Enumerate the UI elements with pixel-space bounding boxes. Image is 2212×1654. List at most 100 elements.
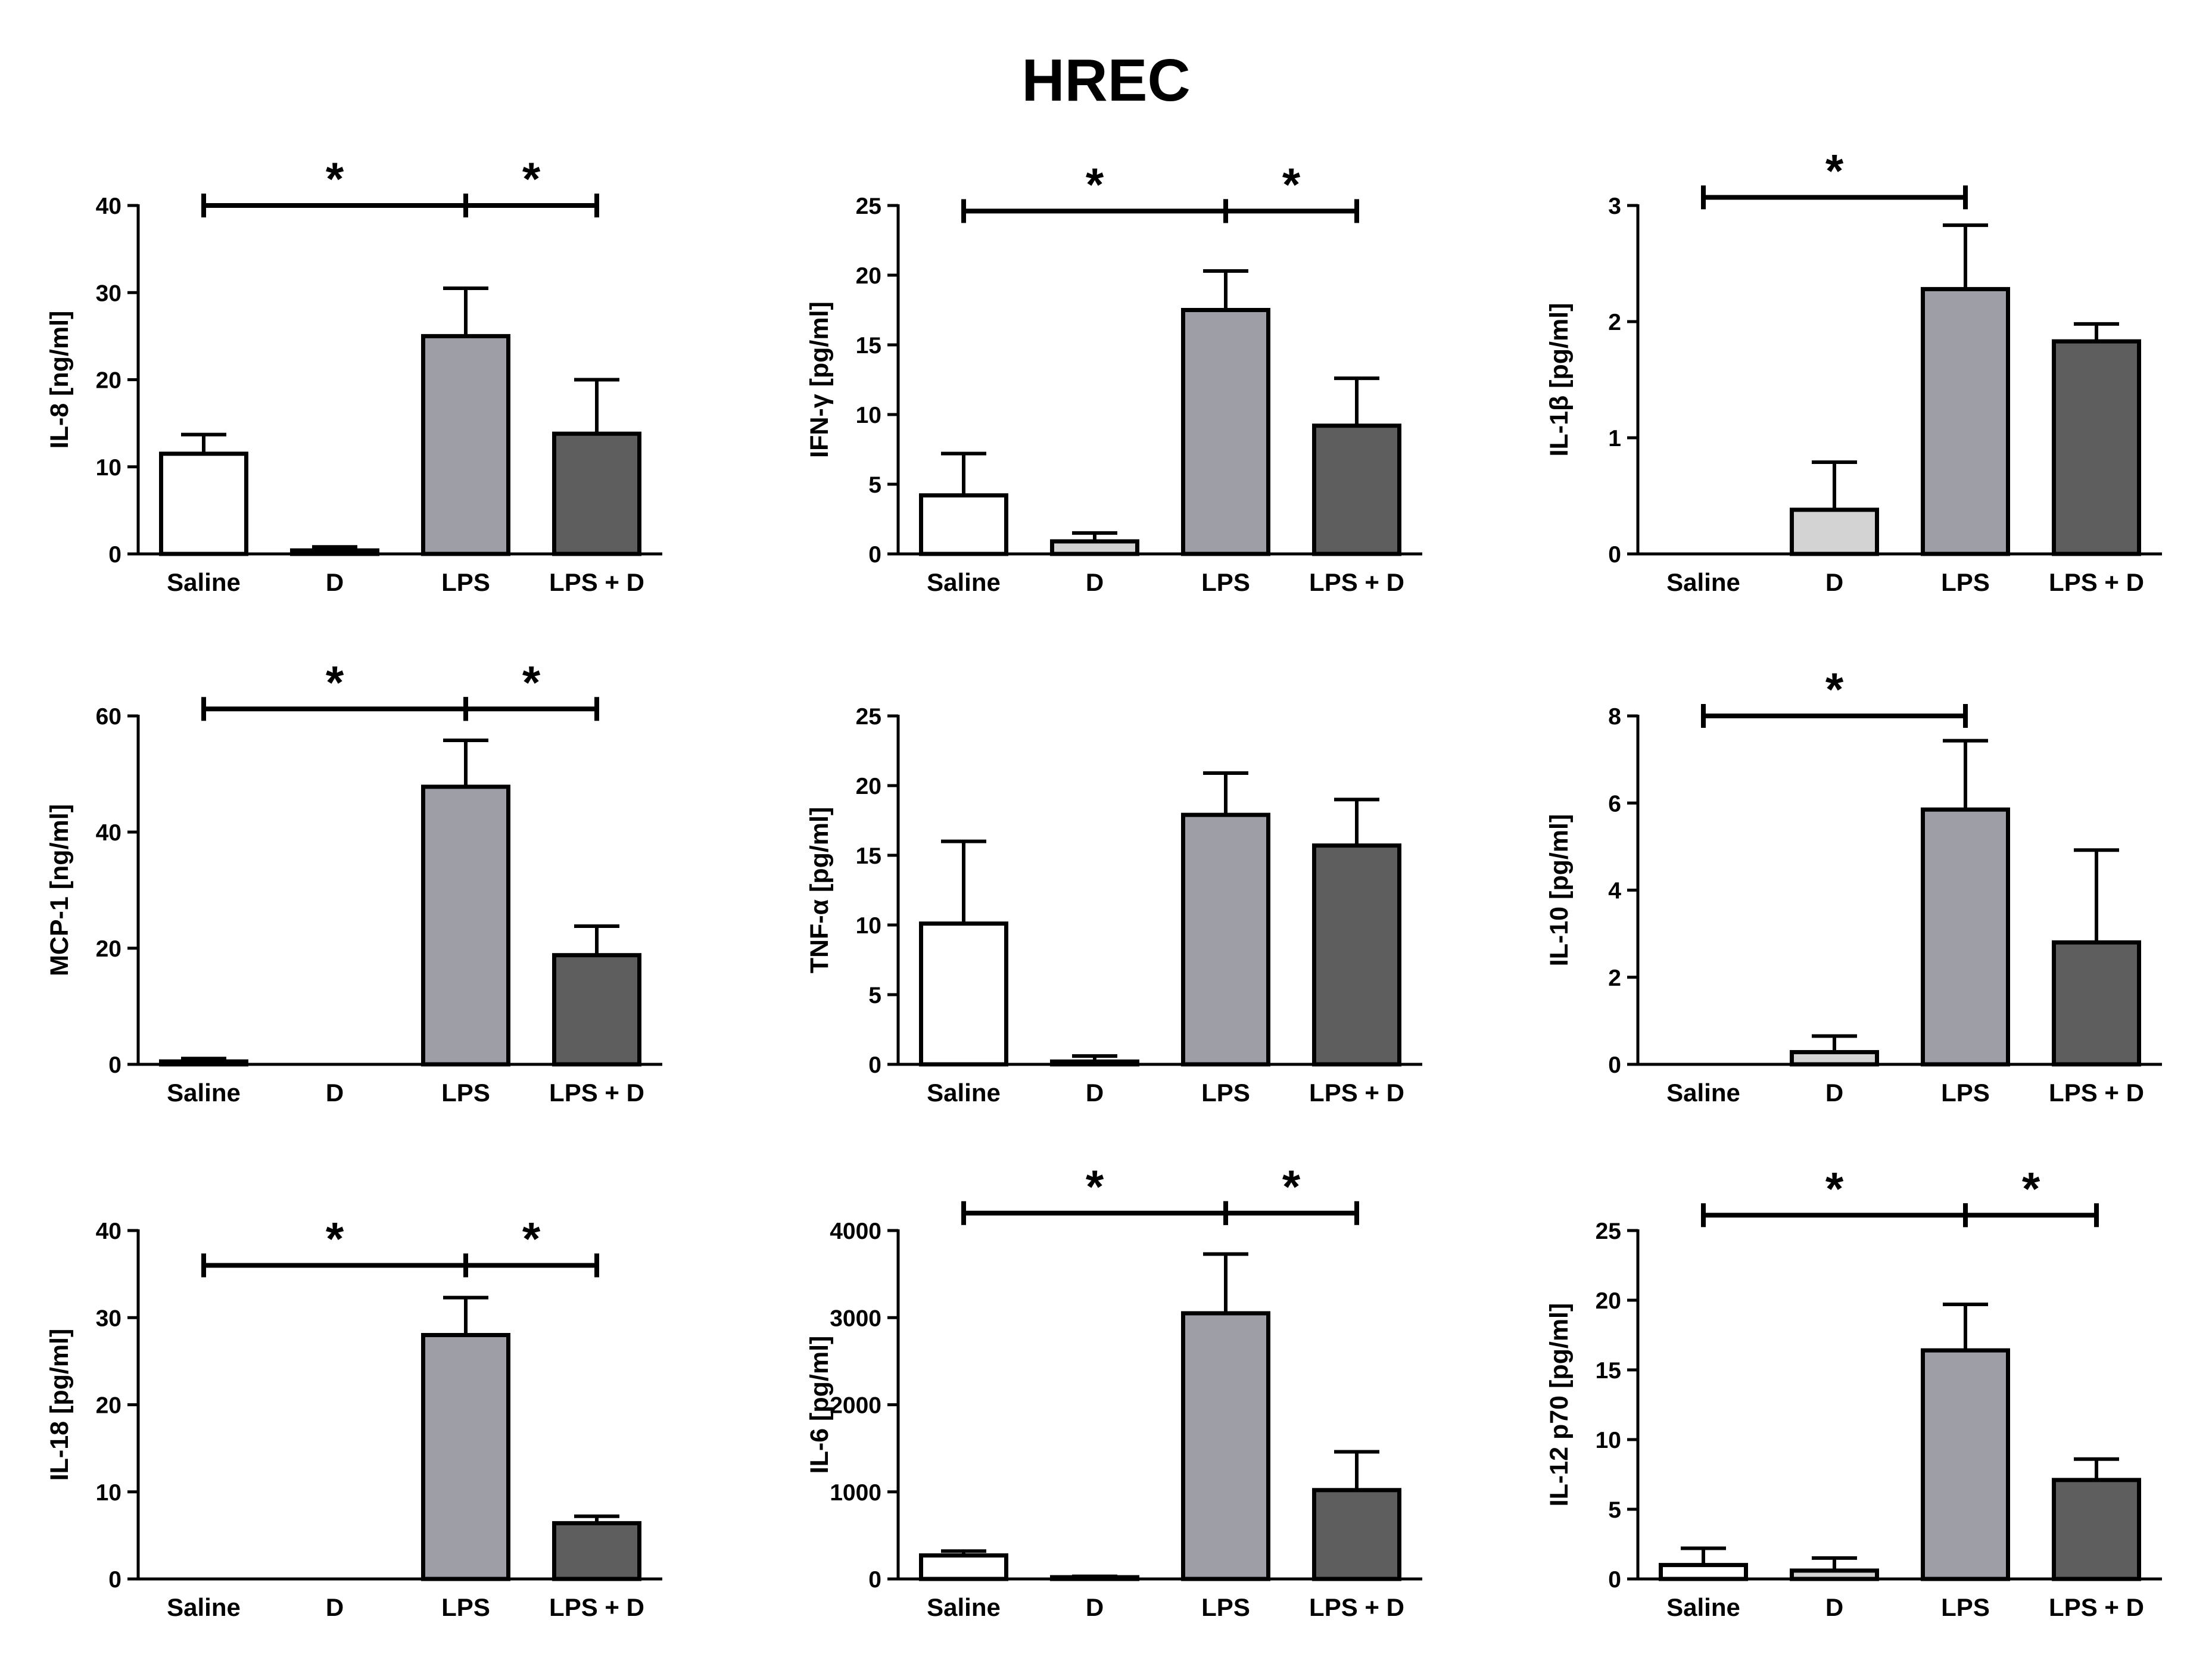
category-label-3: LPS	[1941, 1593, 1990, 1621]
category-label-2: D	[1086, 1593, 1104, 1621]
category-label-4: LPS + D	[1309, 1079, 1404, 1107]
category-label-1: Saline	[167, 1079, 241, 1107]
y-tick-label-1: 0	[108, 1567, 121, 1593]
category-label-2: D	[326, 568, 344, 596]
category-label-4: LPS + D	[1309, 568, 1404, 596]
category-label-2: D	[326, 1593, 344, 1621]
category-label-3: LPS	[441, 1079, 490, 1107]
y-tick-label-3: 20	[96, 368, 121, 394]
bar-3	[421, 334, 510, 556]
category-label-2: D	[1825, 568, 1843, 596]
bar-3	[1921, 1348, 2010, 1581]
category-label-3: LPS	[441, 1593, 490, 1621]
y-tick-label-1: 0	[868, 1567, 881, 1593]
y-tick-label-6: 25	[856, 704, 881, 730]
significance-star-2: *	[522, 1213, 541, 1265]
category-label-3: LPS	[1941, 1079, 1990, 1107]
panel-8: Saline D LPS LPS + D 0 1000 2000 3000 4000 IL-6 […	[805, 1160, 1422, 1621]
y-tick-label-2: 10	[96, 1480, 121, 1506]
y-tick-label-2: 10	[96, 455, 121, 481]
significance-star-1: *	[1825, 1162, 1844, 1214]
category-label-1: Saline	[1666, 1593, 1740, 1621]
y-axis-title: IL-10 [pg/ml]	[1545, 814, 1574, 967]
bar-1	[159, 451, 248, 556]
bar-3	[1181, 1311, 1270, 1581]
panel-7: Saline D LPS LPS + D 0 10 20 30 40 IL-18 [pg/ml] *…	[45, 1213, 662, 1621]
significance-star-2: *	[1282, 158, 1301, 210]
category-label-2: D	[1825, 1593, 1843, 1621]
category-label-1: Saline	[1666, 1079, 1740, 1107]
bar-3	[1181, 308, 1270, 556]
category-label-3: LPS	[1941, 568, 1990, 596]
significance-star-1: *	[1825, 144, 1844, 197]
significance-star-2: *	[522, 152, 541, 205]
bar-1	[1659, 1563, 1748, 1581]
y-tick-label-1: 0	[108, 1052, 121, 1078]
category-label-4: LPS + D	[2049, 568, 2144, 596]
y-tick-label-4: 3	[1608, 194, 1621, 219]
y-tick-label-1: 0	[1608, 1567, 1621, 1593]
y-tick-label-1: 0	[868, 1052, 881, 1078]
panel-3: Saline D LPS LPS + D 0 1 2 3 IL-1β [pg/ml] *	[1545, 144, 2162, 596]
category-label-3: LPS	[1201, 1593, 1250, 1621]
y-tick-label-5: 4000	[830, 1219, 881, 1244]
significance-star-2: *	[1282, 1160, 1301, 1213]
bar-4	[1312, 1488, 1401, 1581]
bar-4	[1312, 843, 1401, 1067]
category-label-4: LPS + D	[2049, 1593, 2144, 1621]
y-axis-title: TNF-α [pg/ml]	[805, 807, 834, 974]
y-tick-label-2: 5	[868, 983, 881, 1008]
y-axis-title: IL-8 [ng/ml]	[45, 311, 74, 449]
y-tick-label-6: 25	[856, 194, 881, 219]
y-tick-label-4: 30	[96, 1306, 121, 1331]
y-tick-label-3: 2	[1608, 310, 1621, 335]
bar-4	[2052, 1478, 2141, 1581]
category-label-1: Saline	[1666, 568, 1740, 596]
category-label-4: LPS + D	[549, 1079, 644, 1107]
category-label-3: LPS	[441, 568, 490, 596]
significance-star-2: *	[2022, 1162, 2040, 1214]
y-tick-label-3: 4	[1608, 879, 1621, 904]
panel-2: Saline D LPS LPS + D 0 5 10 15 20 25 IFN-γ [pg/ml]…	[805, 158, 1422, 596]
y-tick-label-3: 2000	[830, 1393, 881, 1419]
y-tick-label-5: 20	[856, 263, 881, 289]
panel-6: Saline D LPS LPS + D 0 2 4 6 8 IL-10 [pg/ml] *	[1545, 663, 2162, 1107]
category-label-3: LPS	[1201, 568, 1250, 596]
y-tick-label-2: 1000	[830, 1480, 881, 1506]
category-label-3: LPS	[1201, 1079, 1250, 1107]
significance-star-1: *	[326, 656, 344, 708]
y-tick-label-3: 10	[856, 403, 881, 428]
category-label-1: Saline	[167, 1593, 241, 1621]
y-tick-label-1: 0	[868, 542, 881, 568]
significance-star-1: *	[1086, 1160, 1104, 1213]
bar-3	[421, 784, 510, 1067]
category-label-2: D	[1086, 1079, 1104, 1107]
y-tick-label-2: 5	[1608, 1497, 1621, 1523]
y-tick-label-5: 20	[1596, 1288, 1621, 1314]
category-label-2: D	[1086, 568, 1104, 596]
figure-title: HREC	[1021, 47, 1191, 114]
y-axis-title: MCP-1 [ng/ml]	[45, 804, 74, 976]
y-tick-label-3: 20	[96, 1393, 121, 1419]
y-tick-label-6: 25	[1596, 1219, 1621, 1244]
bar-3	[1921, 807, 2010, 1067]
significance-star-1: *	[326, 152, 344, 205]
bar-4	[1312, 423, 1401, 556]
y-tick-label-2: 20	[96, 936, 121, 962]
y-axis-title: IFN-γ [pg/ml]	[805, 301, 834, 458]
category-label-4: LPS + D	[2049, 1079, 2144, 1107]
bar-1	[919, 921, 1008, 1067]
category-label-1: Saline	[927, 1593, 1001, 1621]
y-tick-label-1: 0	[1608, 542, 1621, 568]
bar-4	[552, 1521, 641, 1581]
y-tick-label-1: 0	[108, 542, 121, 568]
bar-4	[2052, 339, 2141, 556]
category-label-2: D	[1825, 1079, 1843, 1107]
significance-star-1: *	[326, 1213, 344, 1265]
panel-9: Saline D LPS LPS + D 0 5 10 15 20 25 IL-12 p70 [pg…	[1545, 1162, 2162, 1621]
y-axis-title: IL-1β [pg/ml]	[1545, 303, 1574, 457]
y-tick-label-4: 30	[96, 281, 121, 306]
y-tick-label-4: 6	[1608, 791, 1621, 817]
y-tick-label-3: 10	[856, 913, 881, 939]
